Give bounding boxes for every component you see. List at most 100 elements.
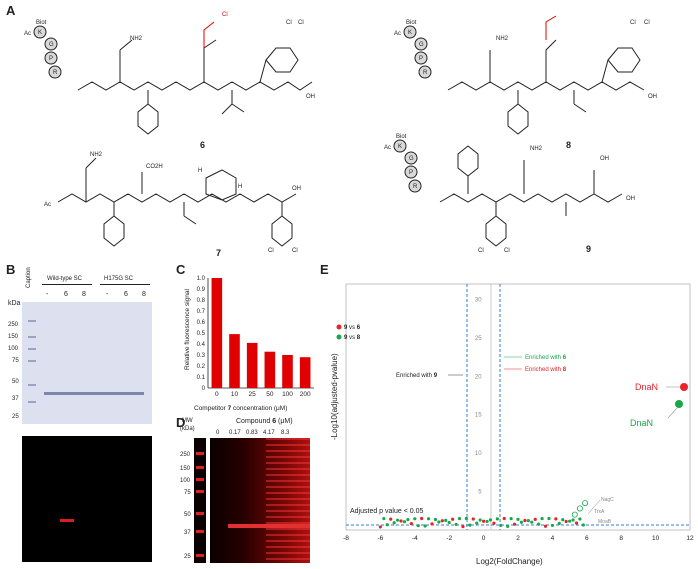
volcano-point xyxy=(396,518,400,522)
volcano-point xyxy=(574,521,579,525)
y-tick-label: 0.1 xyxy=(197,375,206,381)
volcano-point xyxy=(409,521,413,526)
dnan-green-label: DnaN xyxy=(630,418,653,428)
svg-text:Cl: Cl xyxy=(222,12,228,18)
svg-text:Cl: Cl xyxy=(286,20,292,26)
volcano-point xyxy=(568,519,572,523)
legend-9vs6: 9 vs 6 xyxy=(344,325,361,331)
volcano-point xyxy=(540,517,544,521)
volcano-point xyxy=(550,523,554,528)
x-tick-label: -4 xyxy=(412,535,418,542)
svg-text:H: H xyxy=(238,184,242,190)
legend-9vs8: 9 vs 8 xyxy=(344,335,361,341)
volcano-plot: -Log10(adjusted-pvalue) Log2(FoldChange)… xyxy=(330,283,694,566)
volcano-point xyxy=(502,516,506,521)
svg-text:G: G xyxy=(419,42,424,48)
svg-text:R: R xyxy=(53,70,58,76)
y-tick-label: 5 xyxy=(478,490,482,496)
x-tick-label: 0 xyxy=(215,391,219,398)
svg-text:OH: OH xyxy=(306,94,315,100)
svg-text:Cl: Cl xyxy=(504,248,510,254)
compound-number-8: 8 xyxy=(566,140,571,150)
svg-text:OH: OH xyxy=(648,94,657,100)
volcano-point xyxy=(399,519,403,523)
y-tick-label: 0.9 xyxy=(197,287,206,293)
y-axis-label: -Log10(adjusted-pvalue) xyxy=(330,353,339,440)
panel-label-b: B xyxy=(6,262,16,277)
y-tick-label: 0.7 xyxy=(197,309,206,315)
volcano-point-open xyxy=(576,505,583,512)
enriched-8-label: Enriched with 8 xyxy=(525,367,567,373)
x-tick-label: 2 xyxy=(516,535,520,542)
volcano-point xyxy=(423,524,427,528)
volcano-point xyxy=(543,524,548,528)
x-tick-label: 0 xyxy=(482,535,486,542)
y-tick-label: 1.0 xyxy=(197,276,206,282)
volcano-point xyxy=(488,518,493,522)
bar xyxy=(229,334,240,388)
x-axis-label: Competitor 7 concentration (μM) xyxy=(194,405,287,412)
svg-text:Ac: Ac xyxy=(384,145,391,151)
y-axis-label: Relative fluorescence signal xyxy=(184,289,191,370)
ladder-lane xyxy=(194,438,206,563)
volcano-point xyxy=(571,518,575,522)
volcano-point xyxy=(457,516,462,521)
volcano-point xyxy=(433,517,438,522)
compound-number-6: 6 xyxy=(200,140,205,150)
bar xyxy=(264,351,276,388)
y-tick-label: 0.6 xyxy=(197,320,206,326)
group-underline xyxy=(42,284,92,285)
volcano-point xyxy=(382,516,386,521)
bar xyxy=(282,355,293,388)
volcano-point xyxy=(506,524,510,528)
y-tick-label: 15 xyxy=(475,413,482,419)
x-tick-label: 12 xyxy=(686,535,694,542)
enriched-6-label: Enriched with 6 xyxy=(525,355,567,361)
svg-text:Cl: Cl xyxy=(292,248,298,254)
svg-text:P: P xyxy=(409,170,413,176)
svg-text:K: K xyxy=(398,144,402,150)
volcano-point xyxy=(519,520,524,524)
volcano-point xyxy=(509,517,513,521)
volcano-point xyxy=(554,517,558,521)
fluorescence-gel xyxy=(22,436,152,562)
mw-kda-label: (kDa) xyxy=(180,426,195,432)
volcano-point xyxy=(406,518,410,522)
volcano-point xyxy=(454,522,458,527)
volcano-point-open xyxy=(571,511,578,518)
volcano-point xyxy=(447,520,451,525)
svg-text:H: H xyxy=(198,168,202,174)
svg-text:Cl: Cl xyxy=(644,20,650,26)
volcano-point xyxy=(389,517,393,521)
svg-text:OH: OH xyxy=(626,196,635,202)
volcano-point xyxy=(475,521,479,525)
volcano-point xyxy=(385,523,389,527)
y-tick-label: 0.4 xyxy=(197,342,206,348)
y-tick-label: 10 xyxy=(475,451,482,457)
x-tick-label: 8 xyxy=(619,535,623,542)
volcano-point xyxy=(516,517,520,521)
residue-k-6 xyxy=(33,25,47,39)
volcano-point-open xyxy=(582,500,589,507)
x-tick-label: 6 xyxy=(585,535,589,542)
fluorescence-gel-d xyxy=(210,438,310,563)
svg-text:NagC: NagC xyxy=(601,497,614,503)
volcano-point xyxy=(416,524,420,528)
svg-text:K: K xyxy=(38,30,42,36)
y-tick-label: 20 xyxy=(475,374,482,380)
x-axis-label: Log2(FoldChange) xyxy=(476,557,543,566)
volcano-point xyxy=(482,519,486,523)
dnan-green-point xyxy=(675,400,683,408)
volcano-point xyxy=(378,525,382,529)
svg-text:Cl: Cl xyxy=(478,248,484,254)
x-tick-label: -2 xyxy=(446,535,452,542)
x-tick-label: 50 xyxy=(266,391,274,398)
gel-group-wildtype: Wild-type SC xyxy=(47,276,83,282)
panel-label-d: D xyxy=(176,415,186,430)
group-underline xyxy=(100,284,150,285)
svg-text:Biot: Biot xyxy=(396,134,407,140)
volcano-point xyxy=(478,518,482,522)
compound-number-9: 9 xyxy=(586,244,591,254)
volcano-point xyxy=(437,520,441,524)
svg-text:G: G xyxy=(409,156,414,162)
